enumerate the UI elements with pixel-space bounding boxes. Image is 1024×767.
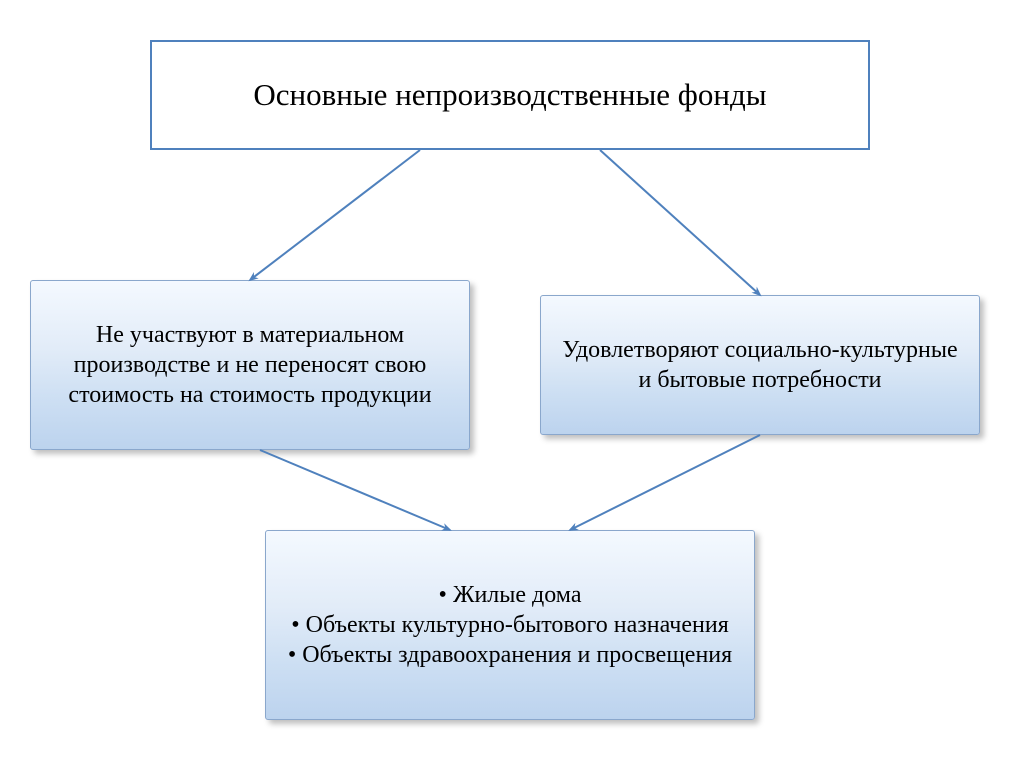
edge-arrow xyxy=(600,150,760,295)
edge-arrow xyxy=(570,435,760,530)
node-bottom-item: Объекты здравоохранения и просвещения xyxy=(288,640,732,670)
node-top-text: Основные непроизводственные фонды xyxy=(253,76,766,115)
node-top: Основные непроизводственные фонды xyxy=(150,40,870,150)
node-bottom-list: Жилые дома Объекты культурно-бытового на… xyxy=(288,580,732,670)
node-left-text: Не участвуют в материальном производстве… xyxy=(49,320,451,410)
node-left: Не участвуют в материальном производстве… xyxy=(30,280,470,450)
edge-arrow xyxy=(250,150,420,280)
node-right: Удовлетворяют социально-культурные и быт… xyxy=(540,295,980,435)
node-bottom: Жилые дома Объекты культурно-бытового на… xyxy=(265,530,755,720)
node-bottom-item: Жилые дома xyxy=(288,580,732,610)
edge-arrow xyxy=(260,450,450,530)
node-bottom-item: Объекты культурно-бытового назначения xyxy=(288,610,732,640)
node-right-text: Удовлетворяют социально-культурные и быт… xyxy=(559,335,961,395)
